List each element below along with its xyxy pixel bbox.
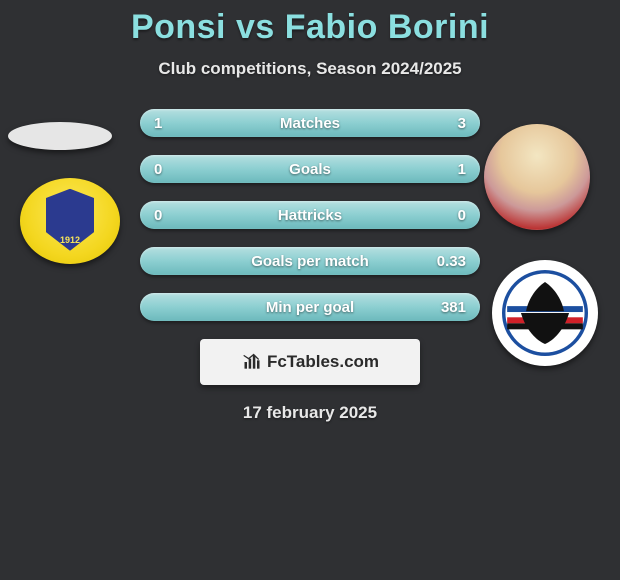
source-badge-text: FcTables.com	[267, 352, 379, 372]
stat-right: 0	[416, 207, 466, 224]
stat-label: Goals	[204, 161, 416, 178]
club-right-crest-icon	[502, 270, 588, 356]
bar-chart-icon	[241, 352, 263, 372]
stat-label: Matches	[204, 115, 416, 132]
stat-row-matches: 1 Matches 3	[140, 109, 480, 137]
stat-label: Min per goal	[204, 299, 416, 316]
stat-row-hattricks: 0 Hattricks 0	[140, 201, 480, 229]
stat-row-min-per-goal: Min per goal 381	[140, 293, 480, 321]
stat-row-goals-per-match: Goals per match 0.33	[140, 247, 480, 275]
stat-left: 1	[154, 115, 204, 132]
club-left-year: 1912	[60, 235, 80, 245]
stat-right: 0.33	[416, 253, 466, 270]
stat-row-goals: 0 Goals 1	[140, 155, 480, 183]
subtitle: Club competitions, Season 2024/2025	[0, 59, 620, 79]
stat-right: 3	[416, 115, 466, 132]
player-left-placeholder	[8, 122, 112, 150]
club-left-shield: 1912	[46, 189, 94, 251]
stat-left: 0	[154, 161, 204, 178]
stat-left: 0	[154, 207, 204, 224]
club-right-badge	[492, 260, 598, 366]
club-left-badge: 1912	[20, 178, 120, 264]
player-right-photo	[484, 124, 590, 230]
stat-right: 381	[416, 299, 466, 316]
source-badge: FcTables.com	[200, 339, 420, 385]
date-text: 17 february 2025	[0, 403, 620, 423]
page-title: Ponsi vs Fabio Borini	[0, 0, 620, 47]
stat-label: Hattricks	[204, 207, 416, 224]
stat-right: 1	[416, 161, 466, 178]
stat-label: Goals per match	[204, 253, 416, 270]
source-badge-content: FcTables.com	[241, 352, 379, 372]
